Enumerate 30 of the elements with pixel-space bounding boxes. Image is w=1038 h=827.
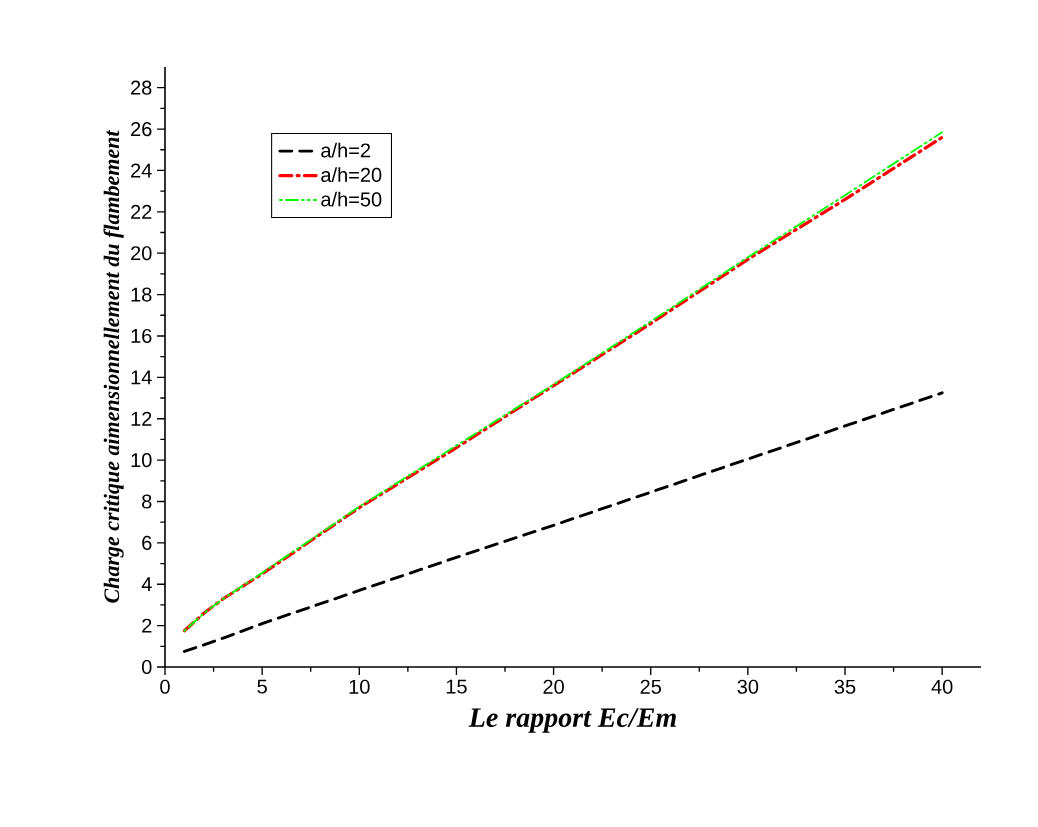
legend-label: a/h=2 <box>321 142 371 158</box>
y-tick-label: 14 <box>131 370 152 385</box>
legend-label: a/h=20 <box>321 167 382 182</box>
x-tick-label: 25 <box>640 679 662 694</box>
y-tick-label: 22 <box>131 204 152 219</box>
y-tick-label: 24 <box>131 163 152 178</box>
y-tick-label: 2 <box>142 618 152 633</box>
y-tick-label: 28 <box>131 80 152 95</box>
x-tick-label: 15 <box>446 679 467 694</box>
x-axis-title: Le rapport Ec/Em <box>468 708 676 733</box>
x-tick-label: 30 <box>737 679 759 694</box>
line-series <box>182 391 944 653</box>
x-tick-label: 20 <box>543 679 564 694</box>
y-tick-label: 6 <box>142 535 152 550</box>
y-tick-label: 4 <box>141 577 152 592</box>
x-tick-label: 5 <box>257 679 267 694</box>
y-tick-label: 12 <box>131 411 152 426</box>
y-tick-label: 20 <box>131 246 152 261</box>
x-tick-label: 10 <box>349 679 370 694</box>
x-tick-label: 35 <box>834 679 856 694</box>
legend-label: a/h=50 <box>321 191 382 207</box>
y-tick-label: 0 <box>142 659 152 675</box>
y-tick-label: 16 <box>131 328 152 344</box>
x-tick-label: 40 <box>931 679 953 694</box>
y-tick-label: 26 <box>131 121 152 137</box>
y-tick-label: 8 <box>142 494 152 509</box>
y-tick-label: 18 <box>131 287 152 302</box>
x-tick-label: 0 <box>160 679 170 694</box>
y-tick-label: 10 <box>131 453 152 468</box>
y-axis-title: Charge critique aimensionnellement du flambement <box>103 129 124 603</box>
